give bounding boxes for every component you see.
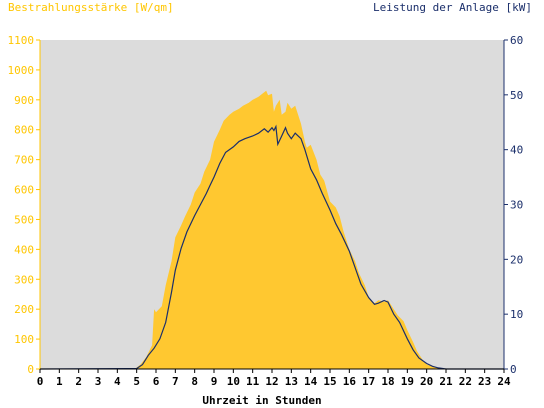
right-tick-label: 50	[510, 89, 523, 102]
x-tick-label: 15	[323, 375, 336, 388]
left-tick-label: 500	[14, 213, 34, 226]
left-tick-label: 700	[14, 154, 34, 167]
left-tick-label: 300	[14, 273, 34, 286]
left-axis-title: Bestrahlungsstärke [W/qm]	[8, 1, 174, 14]
right-tick-label: 10	[510, 308, 523, 321]
right-tick-label: 30	[510, 199, 523, 212]
right-tick-label: 60	[510, 34, 523, 47]
x-tick-label: 19	[401, 375, 414, 388]
x-tick-label: 7	[172, 375, 179, 388]
x-tick-label: 1	[56, 375, 63, 388]
left-tick-label: 0	[27, 363, 34, 376]
x-tick-label: 24	[497, 375, 511, 388]
x-tick-label: 5	[133, 375, 140, 388]
x-tick-label: 3	[95, 375, 102, 388]
x-tick-label: 23	[478, 375, 491, 388]
x-tick-label: 17	[362, 375, 375, 388]
x-tick-label: 4	[114, 375, 121, 388]
x-tick-label: 9	[211, 375, 218, 388]
left-tick-label: 400	[14, 243, 34, 256]
power-line	[39, 124, 504, 370]
x-tick-label: 21	[439, 375, 453, 388]
x-tick-label: 16	[343, 375, 357, 388]
x-tick-label: 8	[191, 375, 198, 388]
irradiance-area	[40, 90, 504, 370]
x-axis-ticks: 0 1 2 3 4 5 6 7 8 9 10 11 12 13 14 15 16 17 18 19 20 21 22 23 24	[37, 369, 511, 388]
x-tick-label: 13	[285, 375, 298, 388]
x-tick-label: 12	[265, 375, 278, 388]
x-tick-label: 18	[381, 375, 394, 388]
left-tick-label: 100	[14, 333, 34, 346]
left-tick-label: 600	[14, 184, 34, 197]
right-axis-ticks: 0 10 20 30 40 50 60	[504, 34, 523, 376]
left-tick-label: 200	[14, 303, 34, 316]
x-tick-label: 22	[459, 375, 472, 388]
left-tick-label: 800	[14, 124, 34, 137]
x-tick-label: 14	[304, 375, 318, 388]
x-tick-label: 2	[75, 375, 82, 388]
right-axis-title: Leistung der Anlage [kW]	[373, 1, 532, 14]
left-tick-label: 1000	[8, 64, 35, 77]
right-tick-label: 40	[510, 144, 523, 157]
left-axis-ticks: 0 100 200 300 400 500 600 700 800 900 1000 1100	[8, 34, 40, 376]
x-tick-label: 6	[153, 375, 160, 388]
right-tick-label: 0	[510, 363, 517, 376]
x-tick-label: 0	[37, 375, 44, 388]
left-tick-label: 900	[14, 94, 34, 107]
x-tick-label: 20	[420, 375, 433, 388]
x-tick-label: 11	[246, 375, 260, 388]
right-tick-label: 20	[510, 253, 523, 266]
x-axis-label: Uhrzeit in Stunden	[202, 394, 321, 407]
x-tick-label: 10	[227, 375, 240, 388]
left-tick-label: 1100	[8, 34, 35, 47]
